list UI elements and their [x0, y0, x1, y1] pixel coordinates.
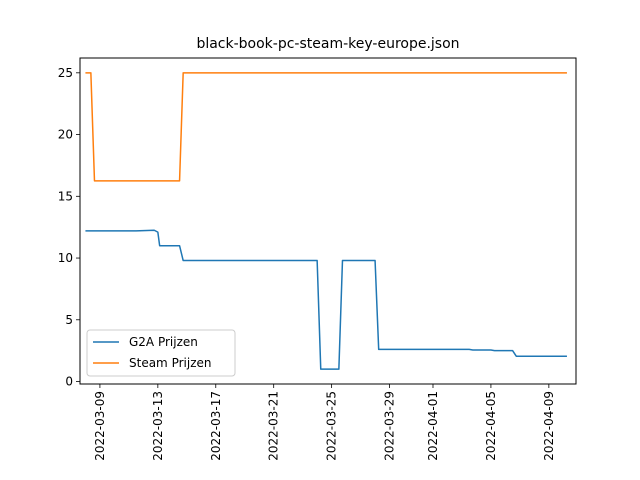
plot-frame: [79, 57, 577, 385]
y-tick-label: 20: [58, 128, 73, 142]
series-line-steam: [85, 72, 567, 182]
x-tick-label: 2022-04-09: [542, 391, 556, 461]
y-tick-label: 10: [58, 251, 73, 265]
x-tick-label: 2022-03-17: [209, 391, 223, 461]
x-tick-label: 2022-03-13: [151, 391, 165, 461]
legend-label: G2A Prijzen: [129, 335, 198, 349]
x-axis: 2022-03-09 2022-03-13 2022-03-17 2022-03-21…: [93, 384, 556, 461]
y-tick-label: 0: [65, 375, 73, 389]
legend: G2A Prijzen Steam Prijzen: [86, 329, 236, 377]
plot-area: [85, 72, 567, 370]
x-tick-label: 2022-03-09: [93, 391, 107, 461]
series-line-g2a: [85, 229, 567, 370]
x-tick-label: 2022-04-01: [426, 391, 440, 461]
y-tick-label: 25: [58, 66, 73, 80]
x-tick-label: 2022-03-21: [267, 391, 281, 461]
y-tick-label: 15: [58, 189, 73, 203]
legend-label: Steam Prijzen: [129, 356, 211, 370]
x-tick-label: 2022-04-05: [484, 391, 498, 461]
x-tick-label: 2022-03-29: [383, 391, 397, 461]
y-tick-label: 5: [65, 313, 73, 327]
x-tick-label: 2022-03-25: [325, 391, 339, 461]
legend-box: [86, 329, 236, 377]
y-axis: 0 5 10 15 20 25: [58, 66, 80, 389]
chart-title: black-book-pc-steam-key-europe.json: [196, 36, 459, 52]
